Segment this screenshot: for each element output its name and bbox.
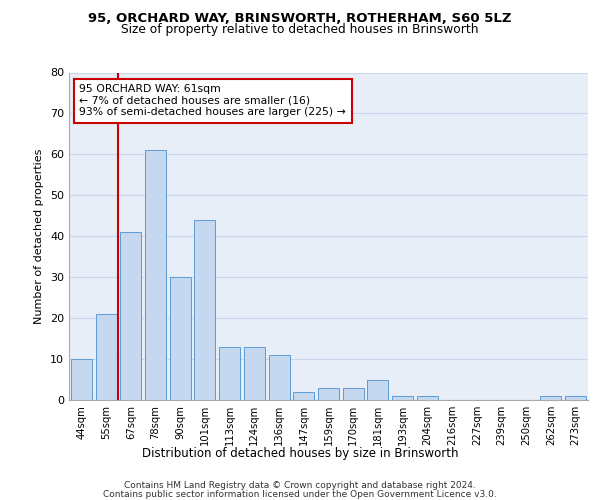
Bar: [318, 388, 339, 400]
Text: 95 ORCHARD WAY: 61sqm
← 7% of detached houses are smaller (16)
93% of semi-detac: 95 ORCHARD WAY: 61sqm ← 7% of detached h…: [79, 84, 346, 117]
Bar: [417, 396, 438, 400]
Bar: [541, 396, 562, 400]
Bar: [145, 150, 166, 400]
Bar: [565, 396, 586, 400]
Bar: [71, 359, 92, 400]
Text: Size of property relative to detached houses in Brinsworth: Size of property relative to detached ho…: [121, 22, 479, 36]
Bar: [120, 232, 141, 400]
Bar: [392, 396, 413, 400]
Bar: [244, 347, 265, 400]
Bar: [293, 392, 314, 400]
Bar: [170, 277, 191, 400]
Bar: [95, 314, 116, 400]
Text: Contains HM Land Registry data © Crown copyright and database right 2024.: Contains HM Land Registry data © Crown c…: [124, 481, 476, 490]
Text: Contains public sector information licensed under the Open Government Licence v3: Contains public sector information licen…: [103, 490, 497, 499]
Bar: [367, 380, 388, 400]
Bar: [269, 355, 290, 400]
Y-axis label: Number of detached properties: Number of detached properties: [34, 148, 44, 324]
Bar: [219, 347, 240, 400]
Text: Distribution of detached houses by size in Brinsworth: Distribution of detached houses by size …: [142, 448, 458, 460]
Bar: [194, 220, 215, 400]
Bar: [343, 388, 364, 400]
Text: 95, ORCHARD WAY, BRINSWORTH, ROTHERHAM, S60 5LZ: 95, ORCHARD WAY, BRINSWORTH, ROTHERHAM, …: [88, 12, 512, 26]
